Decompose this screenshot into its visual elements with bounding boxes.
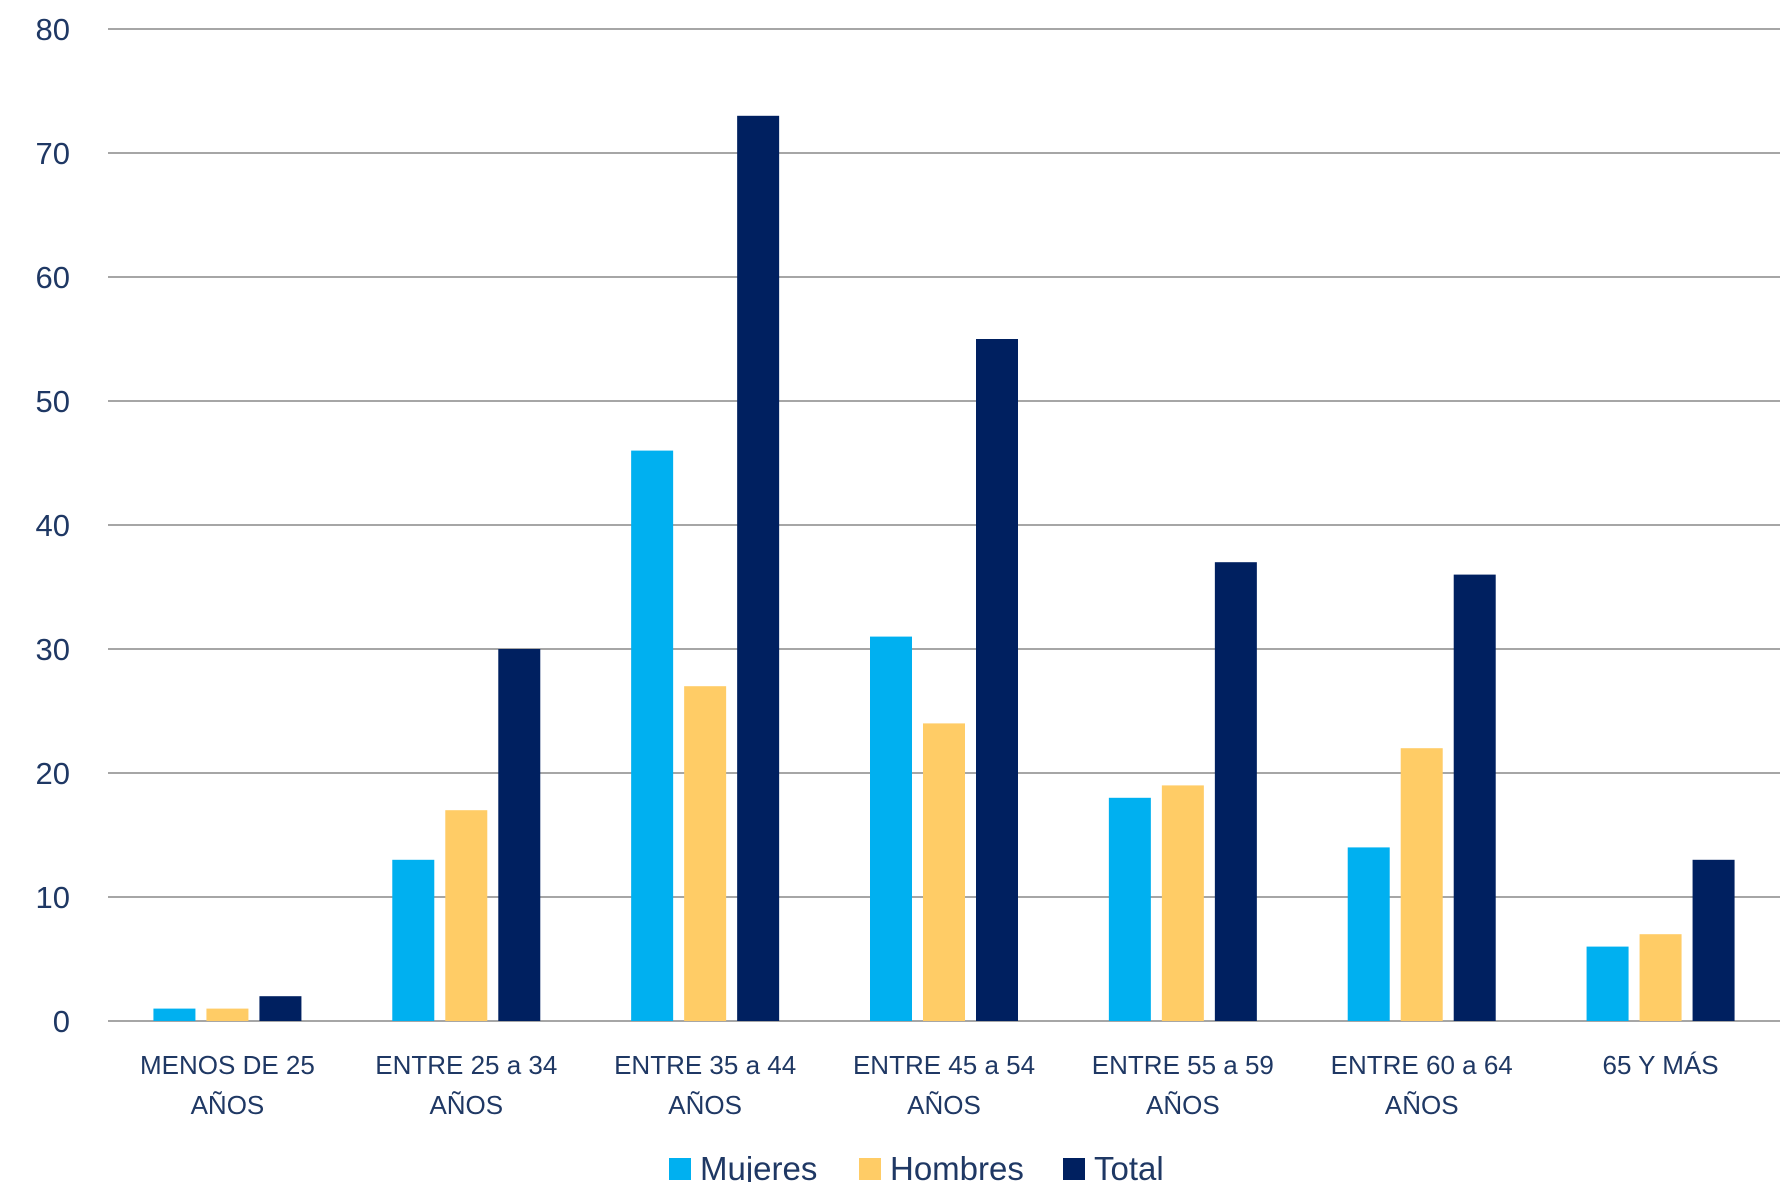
x-category-label-line: 65 Y MÁS bbox=[1603, 1050, 1719, 1080]
bar-mujeres bbox=[1586, 946, 1629, 1021]
legend-swatch-hombres bbox=[859, 1158, 881, 1180]
x-category-label: 65 Y MÁS bbox=[1603, 1050, 1719, 1080]
bar-hombres bbox=[1161, 785, 1204, 1021]
y-tick-label: 30 bbox=[36, 632, 70, 667]
y-tick-label: 20 bbox=[36, 756, 70, 791]
bar-mujeres bbox=[1347, 847, 1390, 1021]
x-category-label-line: ENTRE 55 a 59 bbox=[1092, 1050, 1274, 1080]
x-category-label-line: AÑOS bbox=[907, 1090, 981, 1120]
legend-label-hombres: Hombres bbox=[890, 1150, 1024, 1182]
bar-mujeres bbox=[153, 1008, 196, 1021]
x-category-label: ENTRE 55 a 59 AÑOS bbox=[1092, 1050, 1274, 1120]
grid-lines bbox=[108, 28, 1780, 1022]
x-category-label-line: ENTRE 60 a 64 bbox=[1331, 1050, 1513, 1080]
bar-hombres bbox=[1639, 934, 1682, 1021]
x-category-label-line: ENTRE 25 a 34 bbox=[375, 1050, 557, 1080]
bar-hombres bbox=[445, 810, 488, 1021]
y-axis-tick-labels: 0 10 20 30 40 50 60 70 80 bbox=[36, 12, 70, 1039]
y-tick-label: 40 bbox=[36, 508, 70, 543]
x-category-label-line: MENOS DE 25 bbox=[140, 1050, 315, 1080]
y-tick-label: 70 bbox=[36, 136, 70, 171]
y-tick-label: 60 bbox=[36, 260, 70, 295]
x-category-label-line: AÑOS bbox=[429, 1090, 503, 1120]
bar-total bbox=[1453, 574, 1496, 1021]
x-category-label-line: AÑOS bbox=[1385, 1090, 1459, 1120]
legend-swatch-total bbox=[1063, 1158, 1085, 1180]
legend: Mujeres Hombres Total bbox=[669, 1150, 1164, 1182]
bar-mujeres bbox=[870, 636, 912, 1021]
legend-label-total: Total bbox=[1094, 1150, 1164, 1182]
y-tick-label: 80 bbox=[36, 12, 70, 47]
legend-swatch-mujeres bbox=[669, 1158, 691, 1180]
x-category-label-line: AÑOS bbox=[668, 1090, 742, 1120]
x-category-label-line: ENTRE 45 a 54 bbox=[853, 1050, 1035, 1080]
bar-total bbox=[737, 115, 780, 1022]
bar-total bbox=[259, 996, 302, 1021]
bar-hombres bbox=[923, 723, 965, 1021]
y-tick-label: 0 bbox=[53, 1004, 70, 1039]
bar-total bbox=[976, 339, 1018, 1021]
bar-mujeres bbox=[392, 859, 435, 1021]
x-category-label: ENTRE 45 a 54 AÑOS bbox=[853, 1050, 1035, 1120]
x-category-label: MENOS DE 25 AÑOS bbox=[140, 1050, 315, 1120]
legend-label-mujeres: Mujeres bbox=[700, 1150, 817, 1182]
bar-hombres bbox=[684, 686, 727, 1021]
bar-total bbox=[1692, 859, 1735, 1021]
y-tick-label: 50 bbox=[36, 384, 70, 419]
bar-total bbox=[1214, 562, 1257, 1021]
x-category-label: ENTRE 25 a 34 AÑOS bbox=[375, 1050, 557, 1120]
x-category-label-line: AÑOS bbox=[1146, 1090, 1220, 1120]
x-category-label-line: ENTRE 35 a 44 bbox=[614, 1050, 796, 1080]
x-category-label-line: AÑOS bbox=[191, 1090, 265, 1120]
bar-hombres bbox=[1400, 748, 1443, 1021]
bars bbox=[153, 115, 1735, 1022]
x-category-label: ENTRE 60 a 64 AÑOS bbox=[1331, 1050, 1513, 1120]
bar-hombres bbox=[206, 1008, 249, 1021]
bar-mujeres bbox=[631, 450, 674, 1022]
bar-total bbox=[498, 649, 541, 1021]
bar-mujeres bbox=[1108, 797, 1151, 1021]
x-category-label: ENTRE 35 a 44 AÑOS bbox=[614, 1050, 796, 1120]
y-tick-label: 10 bbox=[36, 880, 70, 915]
